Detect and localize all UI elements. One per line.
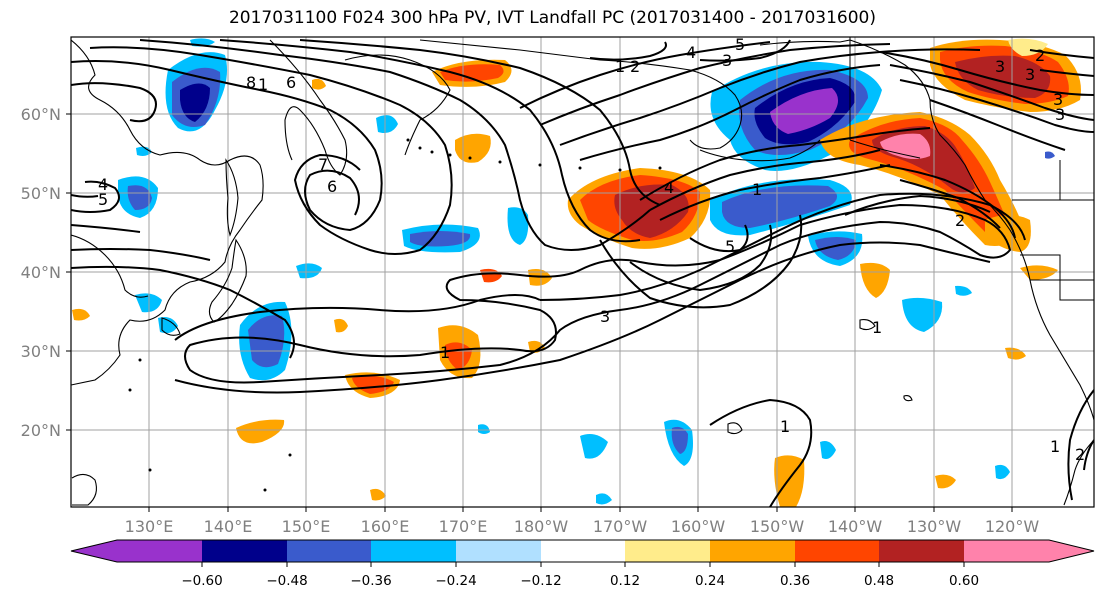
colorbar: −0.60 −0.48 −0.36 −0.24 −0.12 0.12 0.24 … xyxy=(70,539,1095,589)
lat-label: 20°N xyxy=(21,421,61,440)
colorbar-segment xyxy=(879,540,964,562)
contour-label: 1 xyxy=(872,318,882,337)
contour-label: 3 xyxy=(1055,105,1065,124)
colorbar-segment xyxy=(964,540,1049,562)
colorbar-segment xyxy=(625,540,710,562)
contour-label: 6 xyxy=(327,177,337,196)
colorbar-segment xyxy=(117,540,202,562)
contour-label: 3 xyxy=(722,51,732,70)
contour-label: 2 xyxy=(955,211,965,230)
lon-label: 130°E xyxy=(125,517,174,536)
latitude-labels: 60°N 50°N 40°N 30°N 20°N xyxy=(21,105,61,440)
colorbar-segment xyxy=(371,540,456,562)
colorbar-tick-label: −0.24 xyxy=(435,573,476,589)
lon-label: 180°W xyxy=(514,517,569,536)
colorbar-tick-label: −0.12 xyxy=(520,573,561,589)
lat-label: 30°N xyxy=(21,342,61,361)
lat-label: 60°N xyxy=(21,105,61,124)
colorbar-segment xyxy=(541,540,625,562)
lon-label: 150°W xyxy=(750,517,805,536)
longitude-labels: 130°E 140°E 150°E 160°E 170°E 180°W 170°… xyxy=(125,517,1040,536)
contour-label: 4 xyxy=(98,175,108,194)
contour-label: 5 xyxy=(735,35,745,54)
axis-ticks xyxy=(66,113,1013,512)
contour-label: 5 xyxy=(725,237,735,256)
colorbar-segment xyxy=(287,540,371,562)
contour-label: 6 xyxy=(286,73,296,92)
lon-label: 150°E xyxy=(282,517,331,536)
borders xyxy=(849,37,1094,301)
contour-label: 1 xyxy=(1050,437,1060,456)
colorbar-ticks xyxy=(201,562,965,567)
lon-label: 130°W xyxy=(907,517,962,536)
contour-label: 1 xyxy=(752,180,762,199)
contour-label: 2 xyxy=(1075,445,1085,464)
contour-label: 7 xyxy=(318,155,328,174)
contour-label: 1 xyxy=(440,343,450,362)
colorbar-tick-label: 0.60 xyxy=(949,573,979,589)
contour-label: 3 xyxy=(995,57,1005,76)
colorbar-segment xyxy=(456,540,541,562)
lon-label: 140°E xyxy=(204,517,253,536)
contour-label: 1 xyxy=(780,417,790,436)
lon-label: 170°W xyxy=(593,517,648,536)
contour-label-group: 1 2 3 4 5 6 7 8 1 3 5 4 2 1 1 2 3 5 3 1 … xyxy=(98,35,1085,464)
lat-label: 50°N xyxy=(21,184,61,203)
contour-label: 3 xyxy=(1053,90,1063,109)
contour-label: 2 xyxy=(630,57,640,76)
colorbar-tick-label: −0.36 xyxy=(350,573,391,589)
colorbar-tick-label: 0.24 xyxy=(695,573,725,589)
lon-label: 160°W xyxy=(671,517,726,536)
lon-label: 120°W xyxy=(985,517,1040,536)
contour-label: 4 xyxy=(664,178,674,197)
contour-label: 2 xyxy=(1035,46,1045,65)
colorbar-tick-label: 0.36 xyxy=(780,573,810,589)
colorbar-extend-min xyxy=(71,540,117,562)
colorbar-tick-label: −0.60 xyxy=(181,573,222,589)
lon-label: 160°E xyxy=(361,517,410,536)
colorbar-extend-max xyxy=(1049,540,1094,562)
colorbar-outline xyxy=(70,539,1095,563)
contour-label: 8 xyxy=(246,73,256,92)
contour-label: 4 xyxy=(686,43,696,62)
contour-label: 1 xyxy=(258,75,268,94)
contour-label: 1 xyxy=(615,57,625,76)
colorbar-segment xyxy=(795,540,879,562)
contour-label: 5 xyxy=(98,190,108,209)
lat-label: 40°N xyxy=(21,263,61,282)
lon-label: 170°E xyxy=(439,517,488,536)
contour-label: 3 xyxy=(600,307,610,326)
contour-label: 3 xyxy=(1025,65,1035,84)
colorbar-segment xyxy=(710,540,795,562)
ivt-contours xyxy=(71,39,1094,507)
lon-label: 140°W xyxy=(828,517,883,536)
colorbar-tick-label: 0.48 xyxy=(864,573,894,589)
page-title: 2017031100 F024 300 hPa PV, IVT Landfall… xyxy=(228,8,876,28)
islands xyxy=(128,138,662,492)
colorbar-segment xyxy=(202,540,287,562)
colorbar-tick-label: −0.48 xyxy=(266,573,307,589)
colorbar-tick-label: 0.12 xyxy=(610,573,640,589)
graticule xyxy=(71,37,1094,507)
